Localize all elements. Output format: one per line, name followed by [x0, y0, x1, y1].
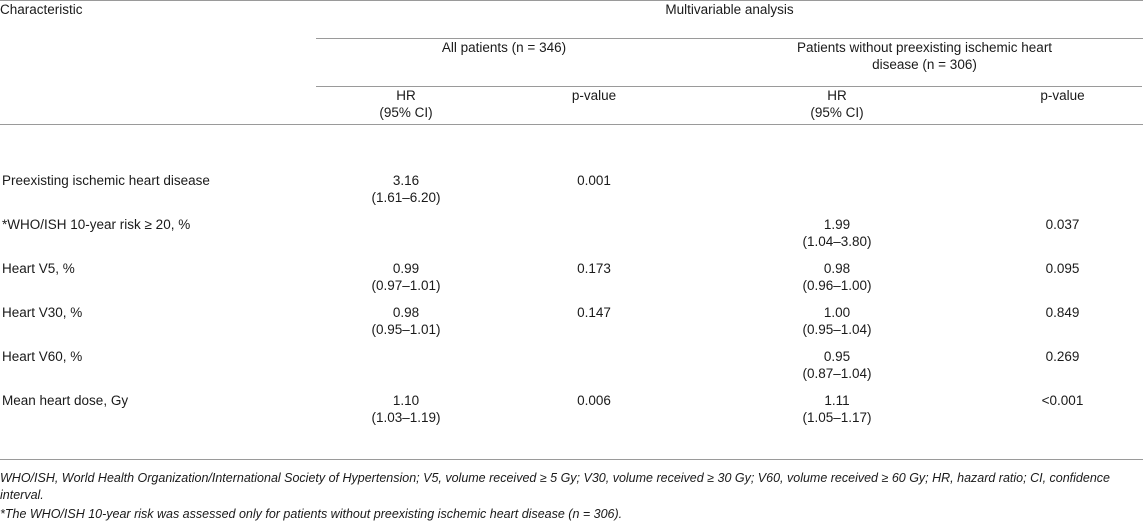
- row-label: Heart V5, %: [0, 260, 316, 304]
- table-row: Heart V5, % 0.99 (0.97–1.01) 0.173 0.98 (0.96…: [0, 260, 1143, 304]
- g2-p-value: 0.037: [1045, 217, 1080, 232]
- asterisk-footnote: *The WHO/ISH 10-year risk was assessed o…: [0, 507, 623, 521]
- row-label: Heart V60, %: [0, 348, 316, 392]
- row-label: *WHO/ISH 10-year risk ≥ 20, %: [0, 216, 316, 260]
- results-table: Characteristic Multivariable analysis Al…: [0, 0, 1143, 125]
- g2-p-cell: 0.269: [982, 348, 1143, 392]
- g1-hr-label: HR: [396, 88, 416, 103]
- g2-p-header: p-value: [982, 87, 1143, 125]
- characteristic-label: Heart V60, %: [2, 349, 83, 364]
- table-row: Preexisting ischemic heart disease 3.16 (1…: [0, 172, 1143, 216]
- g2-p-value: 0.095: [1045, 261, 1080, 276]
- group1-header: All patients (n = 346): [316, 39, 692, 87]
- g2-ci-value: (1.05–1.17): [802, 410, 872, 425]
- g2-ci-value: (0.87–1.04): [802, 366, 872, 381]
- results-body: Preexisting ischemic heart disease 3.16 (1…: [0, 172, 1143, 436]
- table-row: Mean heart dose, Gy 1.10 (1.03–1.19) 0.006 1…: [0, 392, 1143, 436]
- group2-header-line2: disease (n = 306): [872, 57, 977, 72]
- group2-header: Patients without preexisting ischemic he…: [692, 39, 1143, 87]
- g2-p-cell: [982, 172, 1143, 216]
- g1-hr-cell: 0.98 (0.95–1.01): [316, 304, 496, 348]
- g2-hr-value: 1.00: [823, 305, 851, 320]
- g2-hr-value: 1.99: [823, 217, 851, 232]
- g1-ci-label: (95% CI): [379, 105, 433, 120]
- g2-p-cell: 0.095: [982, 260, 1143, 304]
- g1-p-value: 0.006: [577, 393, 611, 408]
- g2-ci-value: (0.96–1.00): [802, 278, 872, 293]
- g2-p-value: 0.269: [1045, 349, 1080, 364]
- table-row: Heart V30, % 0.98 (0.95–1.01) 0.147 1.00 (0.9…: [0, 304, 1143, 348]
- table-bottom-rule: [0, 459, 1143, 460]
- g1-ci-value: (1.03–1.19): [371, 410, 441, 425]
- g1-p-cell: [496, 348, 692, 392]
- g2-hr-value: 1.11: [824, 393, 850, 408]
- g2-p-value: 0.849: [1045, 305, 1080, 320]
- g2-ci-value: (1.04–3.80): [802, 234, 872, 249]
- row-label: Mean heart dose, Gy: [0, 392, 316, 436]
- g2-ci-value: (0.95–1.04): [802, 322, 872, 337]
- g2-hr-cell: 0.95 (0.87–1.04): [692, 348, 982, 392]
- abbreviations-footnote: WHO/ISH, World Health Organization/Inter…: [0, 471, 1110, 502]
- g1-p-value: 0.173: [577, 261, 611, 276]
- characteristic-label: Mean heart dose, Gy: [2, 393, 129, 408]
- g1-hr-value: 0.99: [392, 261, 420, 276]
- g1-ci-value: (0.97–1.01): [371, 278, 441, 293]
- g1-p-cell: 0.001: [496, 172, 692, 216]
- g2-p-cell: <0.001: [982, 392, 1143, 436]
- g2-hr-cell: 0.98 (0.96–1.00): [692, 260, 982, 304]
- g1-hr-cell: [316, 348, 496, 392]
- g1-hr-cell: 0.99 (0.97–1.01): [316, 260, 496, 304]
- characteristic-label: Heart V30, %: [2, 305, 83, 320]
- g2-hr-label: HR: [827, 88, 847, 103]
- g1-hr-value: 3.16: [392, 173, 420, 188]
- g2-p-cell: 0.849: [982, 304, 1143, 348]
- g1-hr-value: 1.10: [392, 393, 420, 408]
- g1-p-header: p-value: [496, 87, 692, 125]
- row-label: Heart V30, %: [0, 304, 316, 348]
- footnotes: WHO/ISH, World Health Organization/Inter…: [0, 470, 1143, 525]
- characteristic-label: Heart V5, %: [2, 261, 75, 276]
- characteristic-header: Characteristic: [0, 0, 316, 39]
- g2-hr-header: HR (95% CI): [692, 87, 982, 125]
- table-row: Heart V60, % 0.95 (0.87–1.04) 0.269: [0, 348, 1143, 392]
- characteristic-label: Preexisting ischemic heart disease: [2, 173, 210, 188]
- g2-ci-label: (95% CI): [810, 105, 864, 120]
- g2-hr-cell: 1.11 (1.05–1.17): [692, 392, 982, 436]
- g2-p-cell: 0.037: [982, 216, 1143, 260]
- g2-hr-cell: [692, 172, 982, 216]
- g2-hr-value: 0.95: [823, 349, 851, 364]
- g1-hr-header: HR (95% CI): [316, 87, 496, 125]
- g2-p-value: <0.001: [1041, 393, 1084, 408]
- g1-p-cell: 0.147: [496, 304, 692, 348]
- g2-hr-value: 0.98: [823, 261, 851, 276]
- g1-p-value: 0.147: [577, 305, 611, 320]
- g1-p-value: 0.001: [577, 173, 611, 188]
- group1-header-text: All patients (n = 346): [441, 40, 567, 55]
- g2-hr-cell: 1.99 (1.04–3.80): [692, 216, 982, 260]
- g1-ci-value: (1.61–6.20): [371, 190, 441, 205]
- g1-hr-cell: 3.16 (1.61–6.20): [316, 172, 496, 216]
- g1-hr-cell: [316, 216, 496, 260]
- g2-hr-cell: 1.00 (0.95–1.04): [692, 304, 982, 348]
- g1-ci-value: (0.95–1.01): [371, 322, 441, 337]
- characteristic-label: *WHO/ISH 10-year risk ≥ 20, %: [2, 217, 191, 232]
- g1-p-cell: 0.006: [496, 392, 692, 436]
- group2-header-line1: Patients without preexisting ischemic he…: [796, 40, 1053, 55]
- g1-hr-value: 0.98: [392, 305, 420, 320]
- g1-hr-cell: 1.10 (1.03–1.19): [316, 392, 496, 436]
- multivariable-header: Multivariable analysis: [316, 0, 1143, 39]
- row-label: Preexisting ischemic heart disease: [0, 172, 316, 216]
- g1-p-cell: 0.173: [496, 260, 692, 304]
- table-row: *WHO/ISH 10-year risk ≥ 20, % 1.99 (1.04–3…: [0, 216, 1143, 260]
- g1-p-cell: [496, 216, 692, 260]
